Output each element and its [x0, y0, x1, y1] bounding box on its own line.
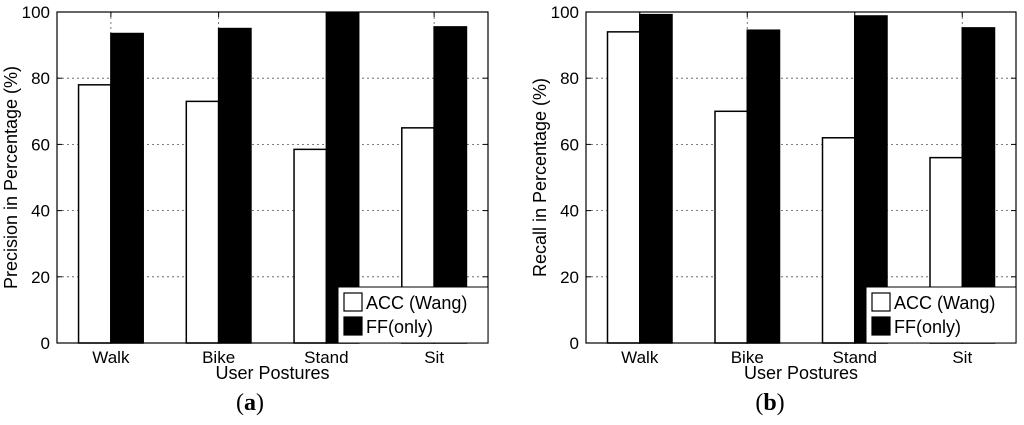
bar-acc-wang-bike: [185, 100, 220, 344]
x-axis-label: User Postures: [744, 363, 858, 383]
x-tick-label: Stand: [833, 348, 877, 367]
y-tick-label: 80: [31, 69, 50, 88]
bar-acc-wang-stand: [821, 137, 856, 344]
x-tick-label: Walk: [621, 348, 659, 367]
legend-label: FF(only): [366, 317, 433, 337]
bar-ff-only-bike: [746, 29, 781, 344]
y-tick-label: 60: [31, 135, 50, 154]
legend-label: ACC (Wang): [366, 293, 467, 313]
bar-acc-wang-bike: [714, 110, 748, 344]
chart-panel-b: 0 20 40 60 80 100 Walk Bike Stand Sit Recall in Pe…: [530, 3, 1017, 416]
legend-box: [865, 286, 1017, 344]
x-tick-label: Bike: [731, 348, 764, 367]
y-tick-label: 40: [31, 202, 50, 221]
y-tick-label: 0: [41, 334, 50, 353]
x-tick-label: Sit: [952, 348, 972, 367]
bar-ff-only-walk: [639, 13, 673, 344]
plot-border: [585, 11, 1017, 344]
y-tick-label: 0: [570, 334, 579, 353]
x-tick-label: Sit: [424, 348, 444, 367]
bar-acc-wang-walk: [77, 84, 112, 344]
y-tick-label: 20: [560, 268, 579, 287]
legend-swatch: [871, 292, 891, 312]
panel-caption: (a): [236, 390, 264, 416]
plot-border: [56, 11, 489, 344]
legend-swatch: [343, 292, 363, 312]
bar-acc-wang-walk: [606, 31, 641, 344]
legend-swatch: [343, 316, 363, 336]
y-tick-label: 100: [22, 3, 50, 22]
legend-label: FF(only): [894, 317, 961, 337]
legend-box: [337, 286, 489, 344]
legend-swatch: [871, 316, 891, 336]
x-axis-label: User Postures: [215, 363, 329, 383]
bar-acc-wang-stand: [293, 148, 328, 344]
y-tick-label: 40: [560, 202, 579, 221]
y-axis-label: Recall in Percentage (%): [530, 78, 550, 277]
x-tick-label: Stand: [304, 348, 348, 367]
legend-label: ACC (Wang): [894, 293, 995, 313]
y-tick-label: 100: [551, 3, 579, 22]
y-tick-label: 80: [560, 69, 579, 88]
x-tick-label: Walk: [92, 348, 130, 367]
panel-caption: (b): [755, 390, 784, 416]
chart-panel-a: 0 20 40 60 80 100 Walk Bike Stand Sit Precision in…: [1, 3, 489, 416]
y-axis-label: Precision in Percentage (%): [1, 66, 21, 289]
y-tick-label: 20: [31, 268, 50, 287]
x-tick-label: Bike: [202, 348, 235, 367]
y-tick-label: 60: [560, 135, 579, 154]
bar-ff-only-bike: [217, 27, 252, 344]
bar-ff-only-walk: [110, 32, 144, 344]
